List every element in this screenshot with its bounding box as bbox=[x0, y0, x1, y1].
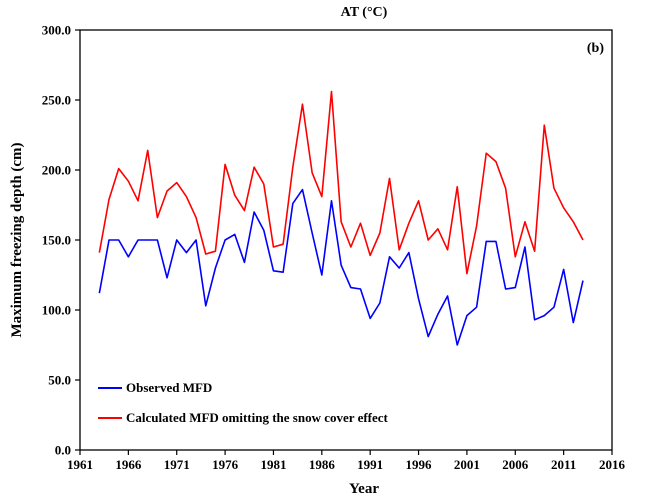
x-tick-label: 1981 bbox=[260, 457, 286, 472]
x-tick-label: 1971 bbox=[164, 457, 190, 472]
x-tick-label: 1991 bbox=[357, 457, 383, 472]
x-tick-label: 1961 bbox=[67, 457, 93, 472]
series-line-1 bbox=[98, 188, 584, 346]
x-tick-label: 1976 bbox=[212, 457, 239, 472]
y-tick-label: 150.0 bbox=[42, 233, 71, 248]
chart-title: AT (°C) bbox=[341, 5, 388, 20]
y-tick-label: 50.0 bbox=[48, 373, 71, 388]
y-tick-label: 100.0 bbox=[42, 303, 71, 318]
legend-label-1: Observed MFD bbox=[126, 380, 212, 395]
x-tick-label: 1966 bbox=[115, 457, 142, 472]
x-tick-label: 2006 bbox=[502, 457, 529, 472]
x-axis-title: Year bbox=[349, 481, 379, 497]
panel-label: (b) bbox=[587, 41, 604, 56]
y-tick-label: 200.0 bbox=[42, 163, 71, 178]
plot-area: 0.0 50.0 100.0 150.0 200.0 250.0 300.0 1961 1966… bbox=[42, 23, 626, 473]
y-axis-title: Maximum freezing depth (cm) bbox=[9, 142, 25, 337]
x-tick-label: 1996 bbox=[406, 457, 433, 472]
legend-label-2: Calculated MFD omitting the snow cover e… bbox=[126, 410, 389, 425]
y-tick-label: 0.0 bbox=[55, 443, 71, 458]
series-line-2 bbox=[98, 90, 584, 275]
x-tick-label: 1986 bbox=[309, 457, 336, 472]
y-tick-label: 300.0 bbox=[42, 23, 71, 38]
y-tick-label: 250.0 bbox=[42, 93, 71, 108]
x-tick-label: 2016 bbox=[599, 457, 626, 472]
x-tick-label: 2001 bbox=[454, 457, 480, 472]
x-tick-label: 2011 bbox=[551, 457, 576, 472]
